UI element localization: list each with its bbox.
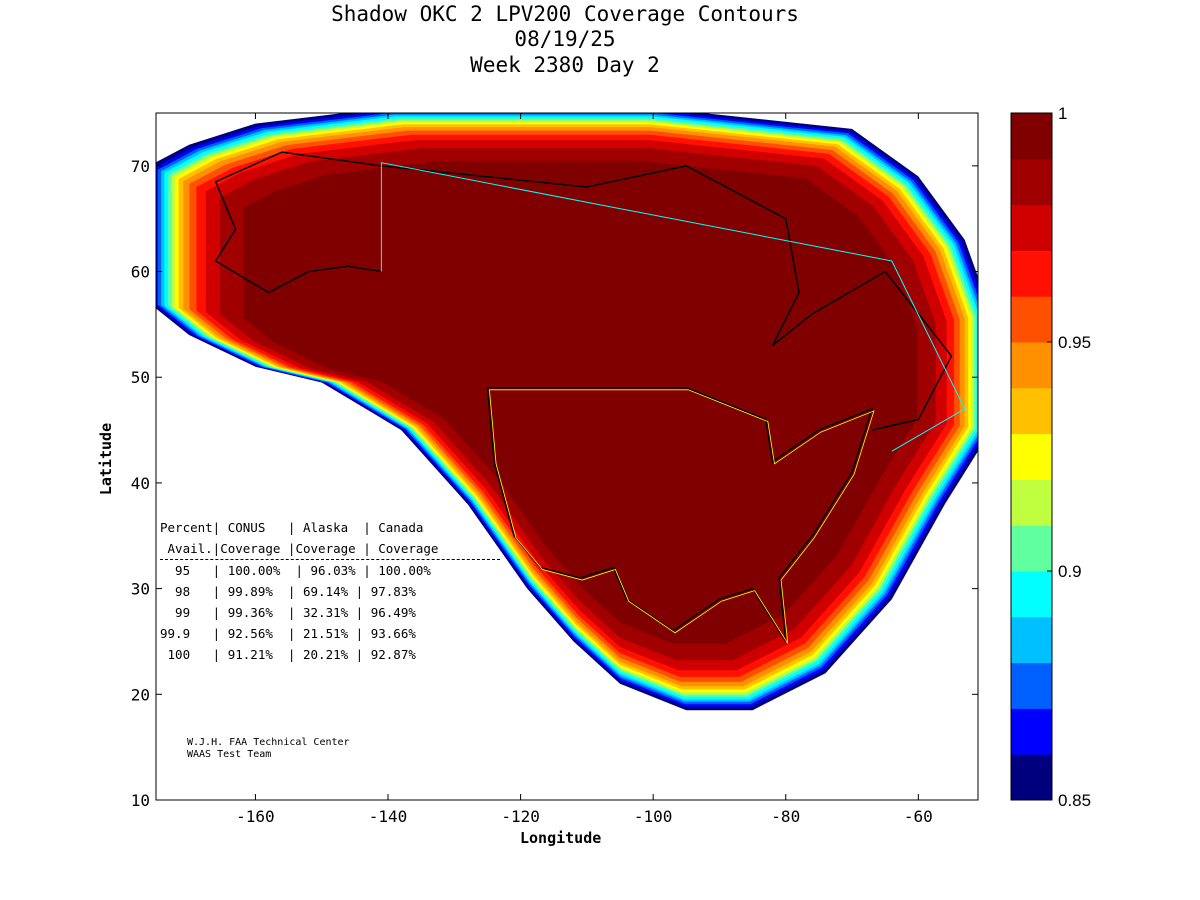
x-tick-label: -80 — [771, 807, 800, 826]
colorbar-tick-label: 0.9 — [1058, 562, 1082, 581]
y-tick-label: 60 — [131, 263, 150, 282]
y-tick-label: 30 — [131, 580, 150, 599]
x-tick-label: -60 — [904, 807, 933, 826]
y-tick-label: 10 — [131, 791, 150, 810]
y-tick-label: 70 — [131, 157, 150, 176]
y-tick-label: 50 — [131, 368, 150, 387]
table-row: 98 | 99.89% | 69.14% | 97.83% — [160, 584, 416, 599]
alaska-coastline — [214, 151, 382, 294]
table-header: Avail.|Coverage |Coverage | Coverage — [160, 541, 439, 556]
y-axis-label: Latitude — [97, 422, 116, 496]
y-tick-label: 40 — [131, 474, 150, 493]
x-tick-label: -140 — [369, 807, 408, 826]
colorbar-segment — [1011, 296, 1052, 343]
colorbar-segment — [1011, 433, 1052, 480]
table-row: 99 | 99.36% | 32.31% | 96.49% — [160, 605, 416, 620]
canada-coastline — [381, 165, 953, 431]
chart-date: 08/19/25 — [514, 27, 616, 51]
colorbar-segment — [1011, 387, 1052, 435]
x-tick-label: -120 — [501, 807, 540, 826]
colorbar-segment — [1011, 708, 1052, 755]
colorbar-segment — [1011, 479, 1052, 526]
credit: W.J.H. FAA Technical Center WAAS Test Tea… — [187, 737, 350, 761]
colorbar-tick-label: 0.85 — [1058, 791, 1091, 810]
colorbar-segment — [1011, 342, 1052, 389]
chart-title: Shadow OKC 2 LPV200 Coverage Contours — [331, 2, 799, 26]
credit-line: W.J.H. FAA Technical Center — [187, 737, 350, 748]
credit-line: WAAS Test Team — [187, 749, 272, 760]
colorbar-tick-label: 0.95 — [1058, 333, 1091, 352]
colorbar-segment — [1011, 616, 1052, 664]
colorbar-segment — [1011, 204, 1052, 251]
table-row: 95 | 100.00% | 96.03% | 100.00% — [160, 563, 431, 578]
colorbar-frame — [1010, 112, 1053, 801]
colorbar-segment — [1011, 754, 1052, 801]
chart-week: Week 2380 Day 2 — [470, 53, 660, 77]
x-tick-label: -160 — [236, 807, 275, 826]
conus-coastline — [486, 387, 874, 642]
coverage-contour-band — [243, 161, 917, 644]
table-header: Percent| CONUS | Alaska | Canada — [160, 520, 424, 535]
table-row: 100 | 91.21% | 20.21% | 92.87% — [160, 647, 416, 662]
canada-region-boundary — [380, 162, 966, 452]
colorbar-segment — [1011, 250, 1052, 297]
coverage-table: Percent| CONUS | Alaska | Canada Avail.|… — [160, 517, 500, 665]
conus-region-boundary — [489, 389, 875, 644]
y-tick-label: 20 — [131, 685, 150, 704]
colorbar-segment — [1011, 662, 1052, 709]
plot-frame — [155, 112, 979, 801]
colorbar-segment — [1011, 113, 1052, 160]
colorbar-segment — [1011, 158, 1052, 206]
x-axis-label: Longitude — [520, 829, 602, 847]
colorbar-segment — [1011, 525, 1052, 572]
x-tick-label: -100 — [634, 807, 673, 826]
colorbar-tick-label: 1 — [1058, 104, 1067, 123]
table-row: 99.9 | 92.56% | 21.51% | 93.66% — [160, 626, 416, 641]
colorbar-segment — [1011, 571, 1052, 618]
